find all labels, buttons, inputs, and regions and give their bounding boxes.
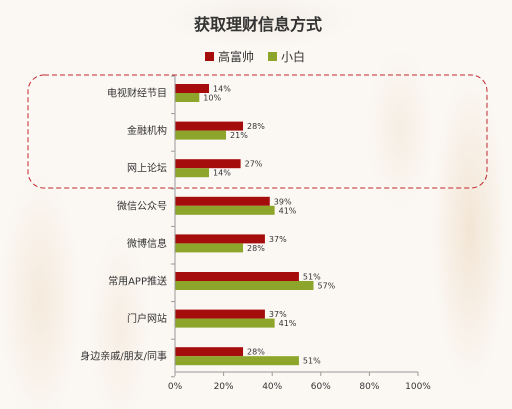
bar-series-1 [175, 347, 244, 357]
x-tick-label: 20% [214, 382, 234, 392]
bar-series-2 [175, 93, 200, 102]
category-label: 微博信息 [127, 237, 167, 250]
bar-series-1 [175, 234, 265, 244]
bar-series-2 [175, 356, 299, 366]
data-label: 41% [279, 206, 297, 215]
category-label: 网上论坛 [127, 162, 167, 175]
data-label: 28% [247, 122, 265, 131]
category-label: 身边亲戚/朋友/同事 [80, 350, 167, 363]
x-tick-label: 100% [405, 382, 431, 392]
data-label: 37% [269, 235, 287, 244]
data-label: 57% [318, 282, 336, 291]
data-label: 10% [203, 94, 221, 103]
data-label: 39% [274, 197, 292, 206]
bar-series-2 [175, 243, 244, 253]
bar-series-1 [175, 84, 210, 93]
data-label: 14% [213, 85, 231, 94]
x-tick-label: 60% [311, 382, 331, 392]
bar-series-2 [175, 130, 227, 140]
bar-series-1 [175, 309, 265, 319]
category-label: 门户网站 [127, 312, 167, 325]
legend-label-series-2: 小白 [281, 49, 305, 64]
data-label: 51% [303, 273, 321, 282]
bar-series-1 [175, 196, 270, 206]
bar-series-1 [175, 121, 244, 131]
data-label: 21% [230, 131, 248, 140]
category-label: 电视财经节目 [107, 87, 167, 100]
data-label: 14% [213, 169, 231, 178]
legend-label-series-1: 高富帅 [218, 49, 254, 64]
bar-series-1 [175, 272, 299, 281]
bar-series-2 [175, 318, 275, 328]
highlight-box [27, 74, 488, 189]
data-label: 41% [279, 319, 297, 328]
legend-swatch-series-2 [268, 52, 277, 61]
x-tick-label: 80% [359, 382, 379, 392]
data-label: 37% [269, 310, 287, 319]
bar-series-2 [175, 168, 210, 178]
data-label: 28% [247, 348, 265, 357]
data-label: 28% [247, 244, 265, 253]
bar-series-2 [175, 205, 275, 215]
category-label: 常用APP推送 [108, 275, 167, 288]
bar-series-1 [175, 159, 241, 169]
x-tick-label: 40% [262, 382, 282, 392]
x-tick-label: 0% [168, 382, 183, 392]
legend-swatch-series-1 [205, 52, 214, 61]
plot-area: 电视财经节目 14%10%金融机构 28%21%网上论坛 27%14%微信公众号 39%… [80, 75, 431, 392]
bar-series-2 [175, 281, 314, 290]
category-label: 微信公众号 [117, 199, 167, 212]
chart-title: 获取理财信息方式 [194, 15, 322, 34]
legend: 高富帅 小白 [205, 49, 305, 64]
data-label: 27% [245, 160, 263, 169]
category-label: 金融机构 [127, 124, 167, 137]
data-label: 51% [303, 357, 321, 366]
